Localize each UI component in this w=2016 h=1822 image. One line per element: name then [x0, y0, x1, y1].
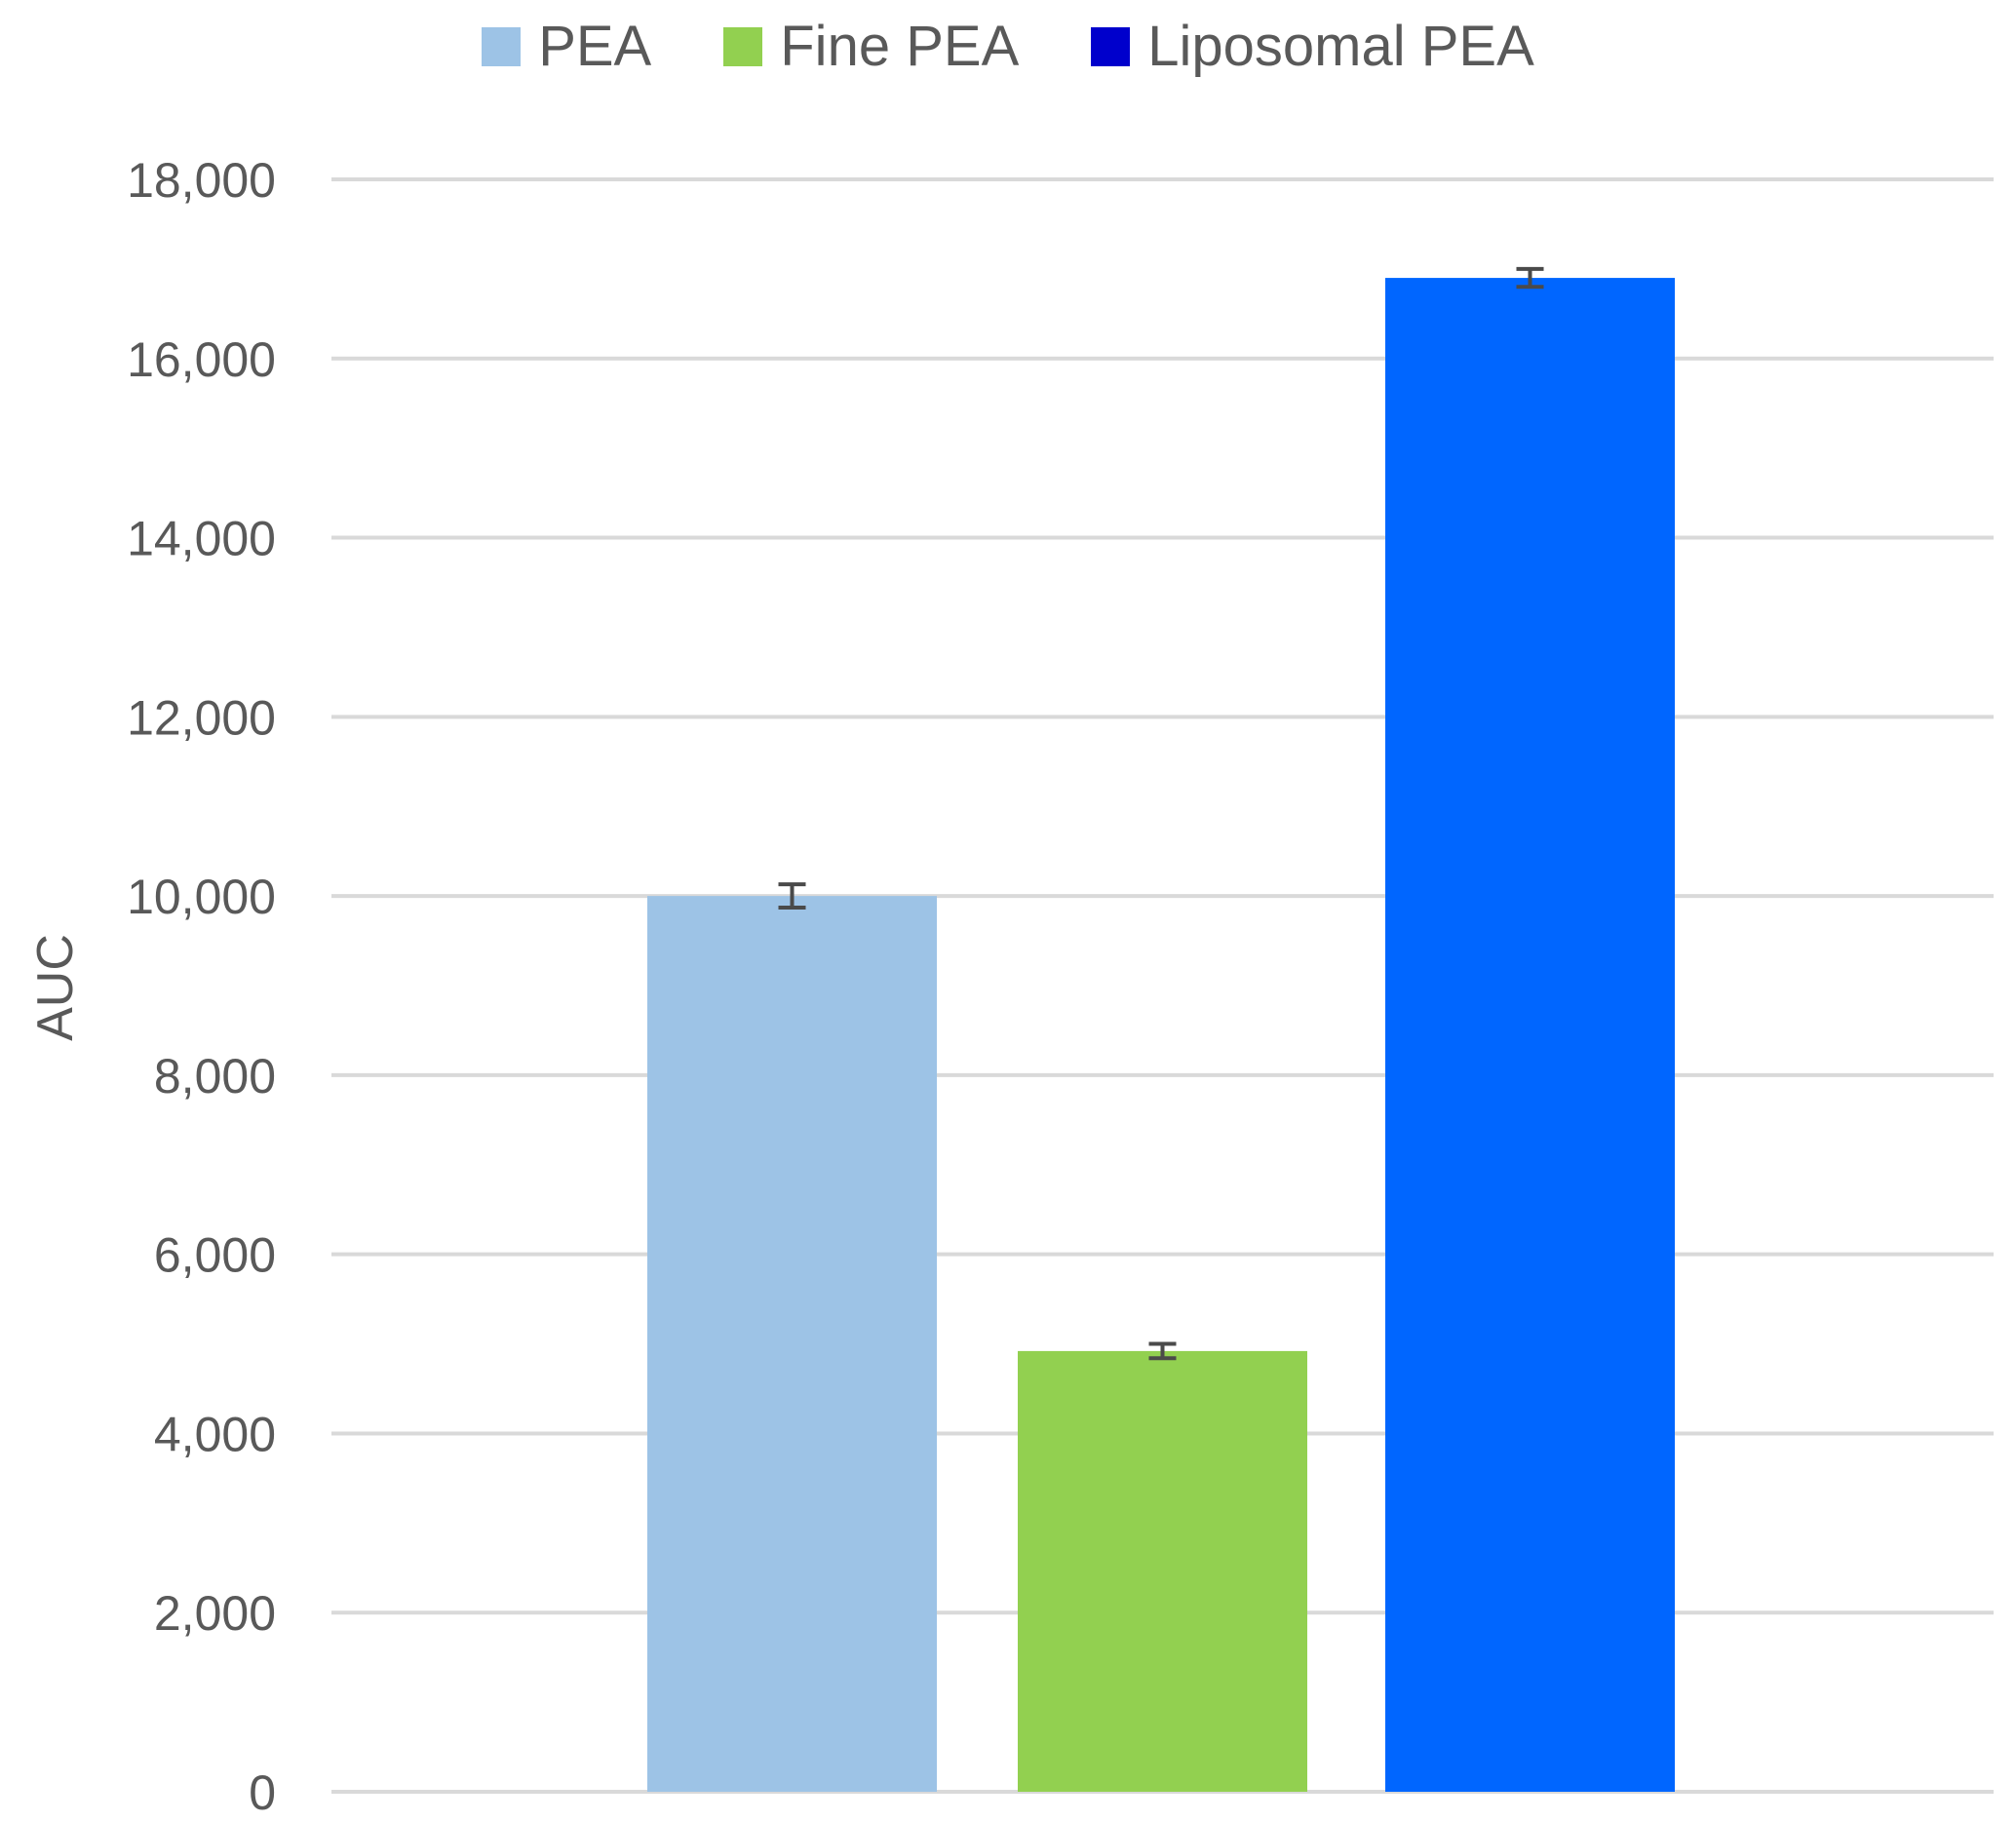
bar-pea	[647, 896, 937, 1792]
bar-liposomal-pea	[1385, 278, 1675, 1793]
y-tick-label: 2,000	[154, 1586, 276, 1641]
y-tick-label: 0	[249, 1765, 276, 1820]
y-tick-label: 6,000	[154, 1228, 276, 1283]
legend-item-fine-pea: Fine PEA	[723, 14, 1019, 79]
error-bar-fine-pea	[1148, 1341, 1177, 1361]
error-bars	[778, 266, 1544, 1361]
gridlines	[331, 177, 1994, 1794]
y-tick-label: 8,000	[154, 1049, 276, 1104]
legend-item-pea: PEA	[482, 14, 651, 79]
y-tick-label: 18,000	[127, 153, 276, 208]
legend-swatch-liposomal-pea	[1091, 26, 1131, 66]
y-axis-ticks: 0 2,000 4,000 6,000 8,000 10,000 12,000 14,000 1…	[127, 153, 276, 1820]
y-tick-label: 4,000	[154, 1407, 276, 1461]
error-bar-liposomal-pea	[1516, 266, 1544, 290]
legend-label-pea: PEA	[538, 15, 652, 78]
bars	[647, 278, 1675, 1793]
y-tick-label: 12,000	[127, 690, 276, 745]
y-tick-label: 16,000	[127, 332, 276, 387]
legend-label-liposomal-pea: Liposomal PEA	[1147, 15, 1534, 78]
bar-fine-pea	[1018, 1350, 1307, 1792]
y-tick-label: 14,000	[127, 512, 276, 566]
legend-label-fine-pea: Fine PEA	[780, 15, 1020, 78]
legend-swatch-pea	[482, 26, 522, 66]
error-bar-pea	[778, 882, 806, 911]
y-axis-label: AUC	[27, 934, 84, 1041]
legend-swatch-fine-pea	[723, 26, 763, 66]
legend: PEA Fine PEA Liposomal PEA	[0, 14, 2016, 79]
legend-item-liposomal-pea: Liposomal PEA	[1091, 14, 1534, 79]
y-tick-label: 10,000	[127, 870, 276, 924]
